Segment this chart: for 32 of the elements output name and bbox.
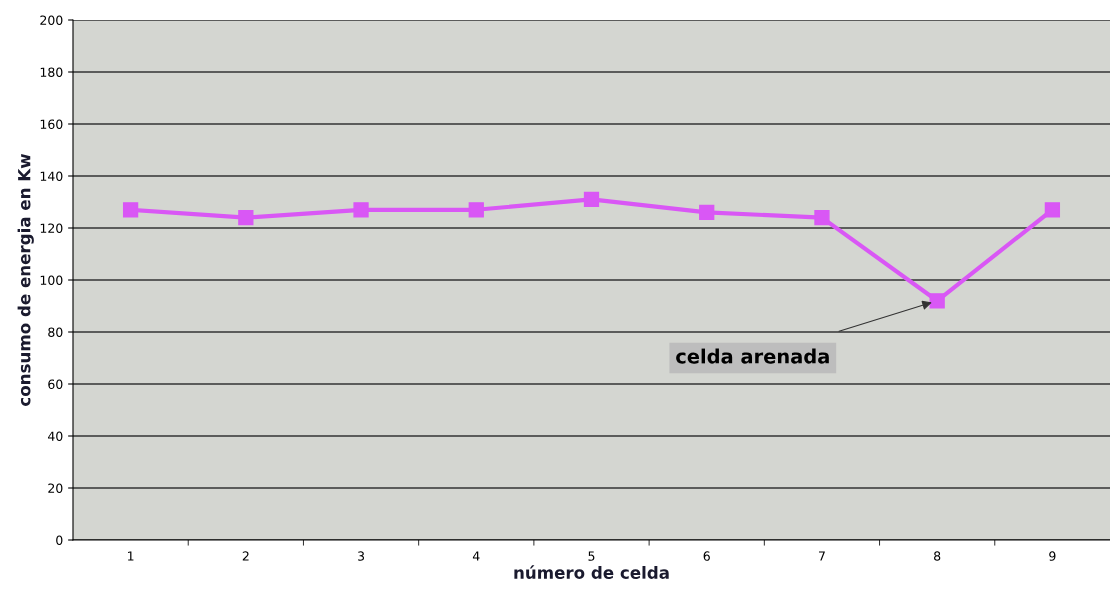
x-axis-title: número de celda (514, 565, 669, 579)
y-tick-label: 160 (40, 119, 63, 129)
x-tick-label: 9 (1049, 551, 1056, 561)
y-tick-label: 100 (40, 275, 63, 285)
x-tick-label: 5 (588, 551, 595, 561)
point (929, 293, 945, 309)
x-tick-label: 7 (818, 551, 825, 561)
x-tick-label: 4 (472, 551, 480, 561)
point (1044, 202, 1061, 218)
y-axis-title: consumo de energia en Kw (17, 153, 34, 406)
y-tick-label: 200 (40, 15, 63, 25)
point (699, 204, 715, 221)
x-tick-label: 6 (703, 551, 710, 561)
x-tick-label: 2 (242, 551, 249, 561)
y-tick-label: 180 (40, 67, 63, 77)
y-tick-label: 80 (48, 327, 63, 337)
y-tick-label: 140 (40, 171, 63, 181)
x-tick-label: 8 (934, 551, 941, 561)
point (353, 202, 369, 218)
point (583, 191, 600, 208)
point (122, 202, 139, 218)
x-tick-label: 1 (128, 551, 134, 561)
point (238, 209, 254, 226)
y-tick-label: 60 (48, 379, 63, 389)
point (814, 209, 830, 226)
y-tick-label: 0 (56, 535, 63, 545)
y-tick-label: 120 (40, 223, 63, 233)
point (468, 202, 484, 218)
y-tick-label: 40 (47, 431, 63, 441)
x-tick-label: 3 (358, 551, 365, 561)
y-tick-label: 20 (48, 483, 63, 493)
annotation: celda arenada (676, 348, 829, 364)
